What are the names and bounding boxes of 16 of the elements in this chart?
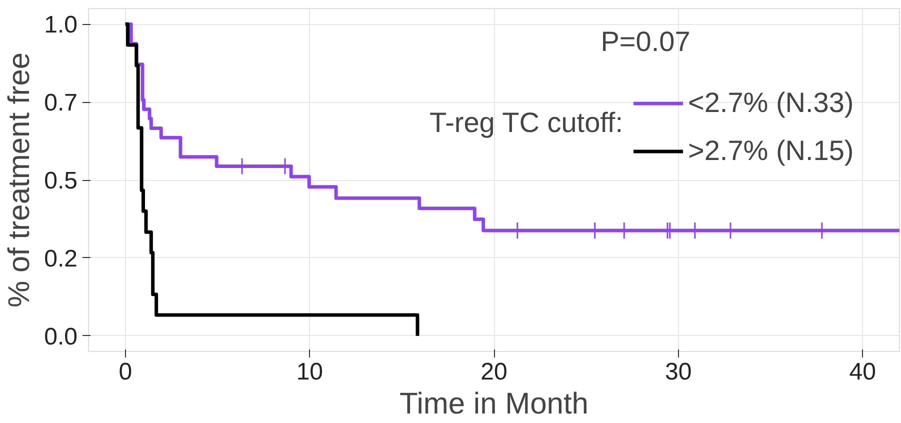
legend-label: <2.7% (N.33) xyxy=(688,86,854,120)
y-tick-label: 0.5 xyxy=(44,168,78,194)
y-tick-label: 0.7 xyxy=(44,90,78,117)
annotation: P=0.07 xyxy=(600,26,690,57)
y-tick-label: 0.2 xyxy=(44,245,78,272)
y-tick-label: 0.0 xyxy=(44,323,78,350)
x-axis-title: Time in Month xyxy=(400,388,588,420)
legend-title: T-reg TC cutoff: xyxy=(430,107,623,138)
y-axis-title: % of treatment free xyxy=(3,52,36,308)
y-tick-label: 1.0 xyxy=(44,12,78,39)
x-tick-label: 0 xyxy=(118,358,132,386)
x-tick-label: 40 xyxy=(849,358,876,386)
legend-label: >2.7% (N.15) xyxy=(688,134,854,168)
x-tick-label: 20 xyxy=(480,358,508,386)
x-tick-label: 30 xyxy=(664,358,692,386)
x-tick-label: 10 xyxy=(296,358,324,386)
